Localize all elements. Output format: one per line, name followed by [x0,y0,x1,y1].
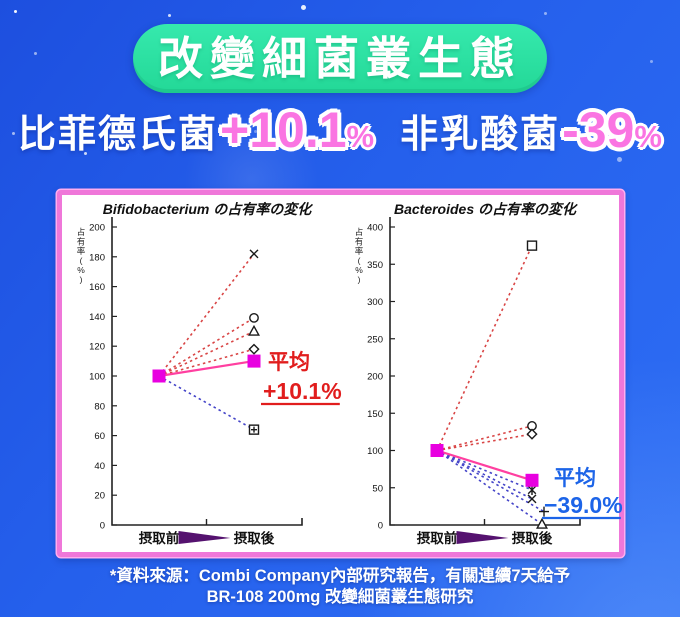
y-tick-label: 140 [89,312,105,323]
trend-line-average [436,449,533,482]
y-tick-label: 350 [367,260,383,271]
stat1-unit: % [346,119,375,154]
charts-panel: Bifidobacterium の占有率の変化占有率(%) 0 20 40 60 80 10… [57,190,624,557]
trend-line-down [436,449,543,525]
y-axis-label-char: ( [358,256,361,266]
chart-title: Bacteroides の占有率の変化 [394,201,578,217]
source-line2: BR-108 200mg 改變細菌叢生態研究 [206,588,474,606]
y-axis-label-char: % [355,265,363,275]
average-label: 平均 [268,350,310,374]
trend-line-up [436,245,533,451]
y-axis-label-char: 占 [77,227,86,237]
y-axis-label-char: % [77,265,85,275]
axes [389,217,581,526]
marker-filled-square [525,473,539,487]
marker-diamond [248,343,260,355]
marker-filled-square [152,369,166,383]
y-tick-label: 400 [367,223,383,234]
y-tick-label: 160 [89,282,105,293]
title-banner: 改變細菌叢生態 [133,24,547,93]
y-tick-label: 20 [94,491,105,502]
before-after-arrow-icon [178,531,231,544]
y-tick-label: 200 [367,372,383,383]
y-axis-label-char: 有 [355,237,364,247]
average-value: −39.0% [544,492,623,518]
average-label: 平均 [554,466,596,490]
chart-bifidobacterium: Bifidobacterium の占有率の変化占有率(%) 0 20 40 60 80 10… [64,197,342,550]
trend-line-down [436,449,533,500]
trend-line-up [158,330,255,377]
y-tick-label: 50 [372,483,383,494]
chart-bacteroides: Bacteroides の占有率の変化占有率(%) 0 50 100 150 200 250… [342,197,623,550]
trend-line-average [158,360,255,378]
y-tick-label: 200 [89,223,105,234]
trend-line-up [158,348,255,377]
marker-diamond [526,428,538,440]
stat2-label: 非乳酸菌 [400,114,561,156]
y-tick-label: 40 [94,461,105,472]
marker-square-plus [251,426,257,433]
y-tick-label: 150 [367,409,383,420]
trend-line-up [436,425,533,452]
y-axis-label-char: 率 [355,246,364,256]
y-axis-label-char: ( [80,256,83,266]
marker-filled-square [247,354,261,368]
y-tick-label: 300 [367,297,383,308]
source-note: *資料來源：Combi Company內部研究報告，有關連續7天給予 BR-10… [0,566,680,608]
y-tick-label: 0 [100,521,105,532]
x-label-after: 摂取後 [512,530,553,546]
marker-x [527,494,537,504]
marker-filled-square [430,444,444,457]
y-tick-label: 250 [367,334,383,345]
trend-line-down [436,449,533,491]
trend-line-up [158,317,255,377]
marker-triangle [248,324,260,336]
y-tick-label: 180 [89,252,105,263]
trend-line-down [158,375,255,431]
y-axis-label-char: ) [358,275,361,285]
stat1-label: 比菲德氏菌 [18,114,219,156]
y-tick-label: 60 [94,431,105,442]
source-line1: *資料來源：Combi Company內部研究報告，有關連續7天給予 [109,567,571,585]
y-axis-label-char: 占 [355,227,364,237]
x-label-before: 摂取前 [139,530,180,546]
y-tick-label: 80 [94,401,105,412]
stats-row: 比菲德氏菌 +10.1 % 非乳酸菌 -39 % [0,101,680,163]
marker-plus [539,506,549,517]
marker-square [526,240,538,251]
marker-x [249,249,259,259]
trend-line-up [436,433,533,452]
x-label-before: 摂取前 [417,530,458,546]
trend-line-down [436,449,545,513]
marker-circle [249,312,259,323]
y-tick-label: 100 [367,446,383,457]
y-tick-label: 0 [378,521,383,532]
stat2-value: -39 [562,102,635,158]
stat1-value: +10.1 [220,102,347,158]
average-value: +10.1% [263,378,342,404]
stat2-unit: % [634,119,662,154]
y-tick-label: 120 [89,342,105,353]
page-title: 改變細菌叢生態 [157,33,522,84]
y-tick-label: 100 [89,372,105,383]
marker-triangle [536,517,548,529]
y-axis-label-char: ) [80,275,83,285]
chart-title: Bifidobacterium の占有率の変化 [103,201,313,217]
y-axis-label-char: 率 [77,246,86,256]
x-label-after: 摂取後 [234,530,275,546]
trend-line-up [158,253,255,377]
y-axis-label-char: 有 [77,237,86,247]
before-after-arrow-icon [456,531,509,544]
